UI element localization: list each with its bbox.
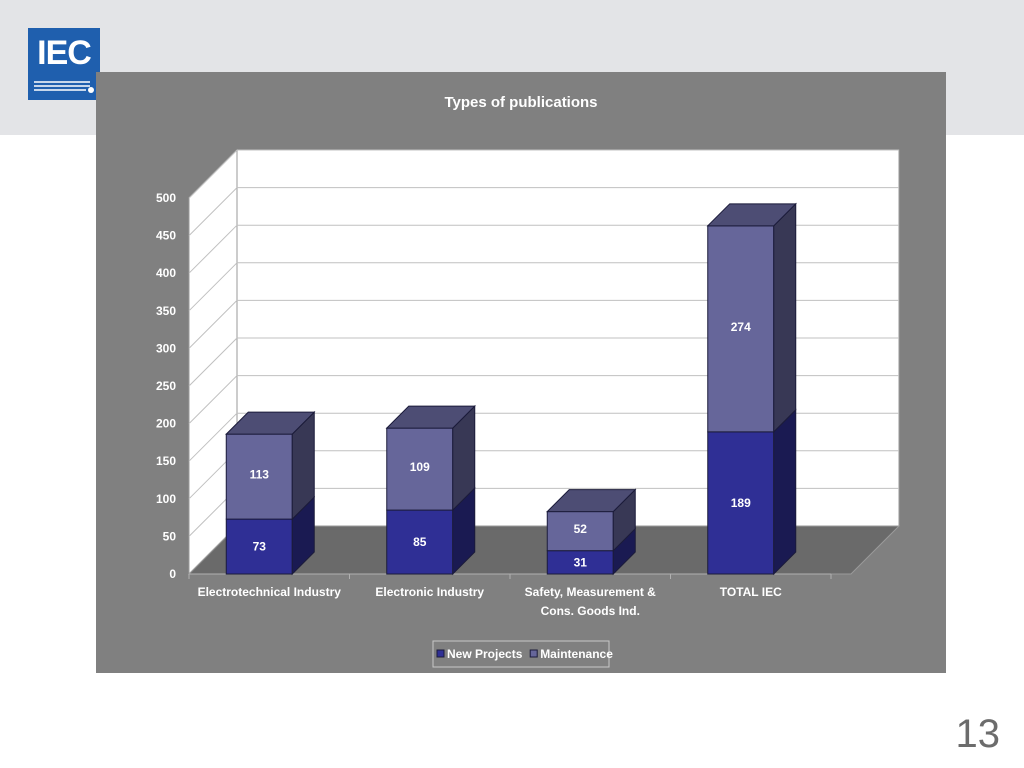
bar-top	[385, 405, 476, 429]
bar-side-new-projects	[773, 408, 797, 576]
legend-label-maintenance: Maintenance	[540, 647, 613, 661]
x-category-label: TOTAL IEC	[720, 585, 782, 599]
data-label: 85	[413, 535, 427, 549]
legend-box	[432, 640, 610, 668]
bar-side-maintenance	[773, 202, 797, 434]
data-label: 113	[250, 468, 270, 482]
legend-swatch-maintenance	[529, 649, 538, 658]
stacked-bar-chart: Types of publications 0 50 100 150 200 250 300…	[156, 94, 901, 668]
page-number: 13	[955, 712, 1001, 756]
gridline-side	[188, 149, 238, 199]
y-tick-label: 250	[156, 379, 176, 393]
y-tick-label: 150	[156, 454, 176, 468]
y-tick-label: 500	[156, 191, 176, 205]
bar-new-projects	[707, 431, 775, 575]
y-tick-label: 400	[156, 266, 176, 280]
bar-top	[706, 203, 797, 227]
logo-lines-icon	[34, 81, 94, 93]
y-tick-label: 100	[156, 492, 176, 506]
data-label: 73	[253, 540, 267, 554]
legend-label-new-projects: New Projects	[447, 647, 523, 661]
chart-panel: Types of publications 0 50 100 150 200 250 300…	[96, 72, 946, 673]
bar-top	[225, 411, 316, 435]
x-category-label: Safety, Measurement & Cons. Goods Ind.	[525, 585, 656, 618]
data-label: 189	[731, 496, 751, 510]
bar-maintenance	[707, 225, 775, 433]
logo-text: IEC	[37, 34, 92, 72]
bar-new-projects	[225, 518, 293, 575]
gridline-side	[188, 337, 238, 387]
x-category-label: Electronic Industry	[375, 585, 484, 599]
y-tick-label: 350	[156, 304, 176, 318]
gridline-side	[188, 224, 238, 274]
data-label: 109	[410, 460, 430, 474]
gridline-side	[188, 375, 238, 424]
gridline-side	[188, 300, 238, 349]
legend-swatch-new-projects	[436, 649, 445, 658]
bar-maintenance	[546, 511, 614, 552]
y-tick-label: 50	[163, 529, 177, 543]
gridline-side	[188, 412, 238, 462]
y-tick-label: 0	[169, 567, 176, 581]
y-tick-label: 200	[156, 417, 176, 431]
data-label: 274	[731, 320, 751, 334]
gridline-side	[188, 187, 238, 236]
x-category-label: Electrotechnical Industry	[198, 585, 342, 599]
gridline-side	[188, 262, 238, 312]
data-label: 52	[574, 522, 588, 536]
y-tick-label: 300	[156, 341, 176, 355]
y-tick-label: 450	[156, 229, 176, 243]
chart-title: Types of publications	[444, 94, 597, 111]
iec-logo: IEC	[28, 28, 100, 100]
bar-maintenance	[386, 427, 454, 511]
data-label: 31	[574, 555, 588, 569]
bar-top	[546, 489, 637, 513]
